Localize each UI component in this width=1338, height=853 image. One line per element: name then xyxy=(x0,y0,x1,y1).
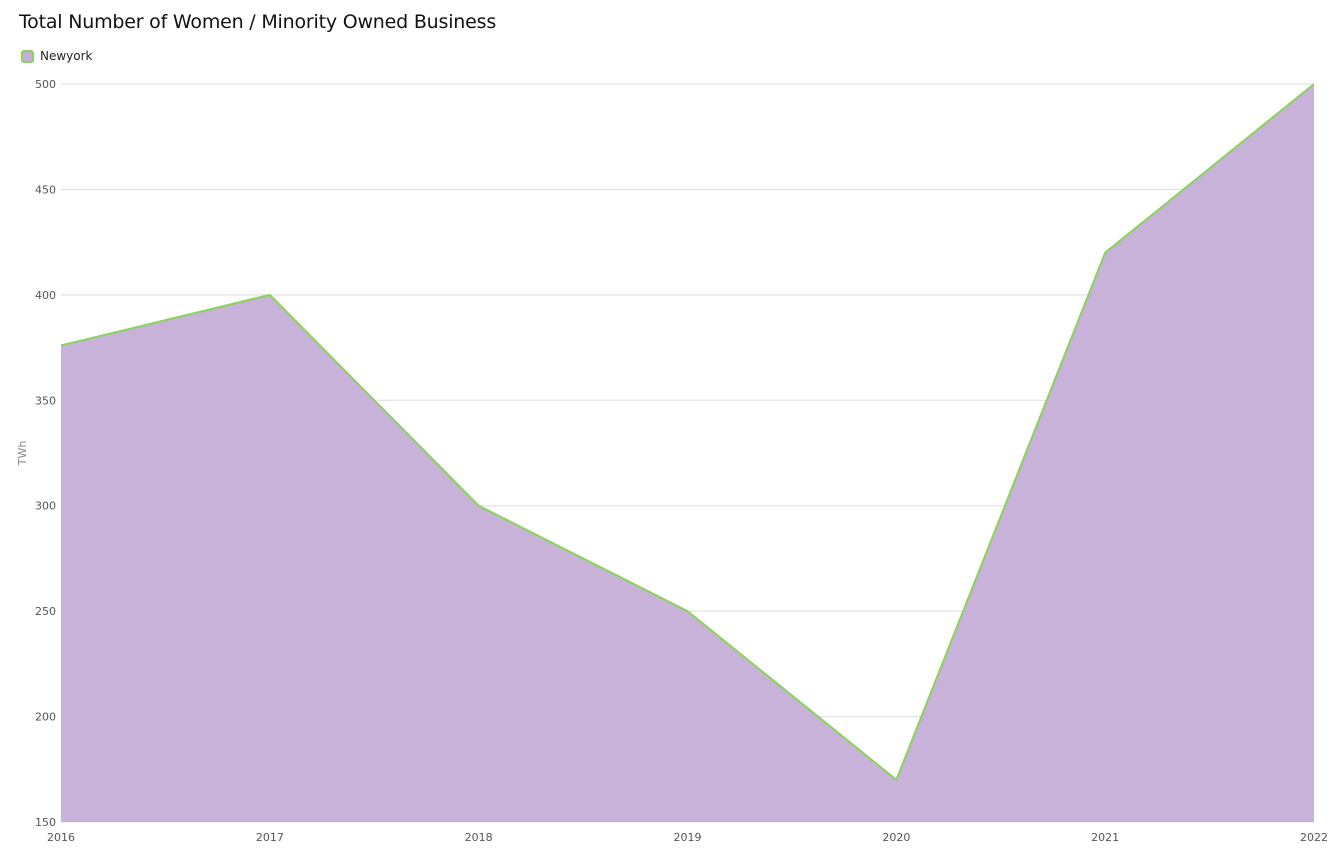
data-point-2020[interactable] xyxy=(893,777,899,783)
data-point-2021[interactable] xyxy=(1102,250,1108,256)
y-tick-label: 250 xyxy=(35,605,56,618)
data-point-2017[interactable] xyxy=(267,292,273,298)
y-axis-title: TWh xyxy=(16,441,29,467)
x-tick-label: 2020 xyxy=(882,831,910,844)
data-point-2022[interactable] xyxy=(1311,81,1317,87)
data-point-2016[interactable] xyxy=(58,342,64,348)
legend-label: Newyork xyxy=(40,49,93,63)
data-point-2019[interactable] xyxy=(685,608,691,614)
x-tick-label: 2018 xyxy=(465,831,493,844)
y-tick-labels: 150 200 250 300 350 400 450 500 xyxy=(35,78,56,829)
y-tick-label: 450 xyxy=(35,183,56,196)
data-point-2018[interactable] xyxy=(476,503,482,509)
y-tick-label: 400 xyxy=(35,289,56,302)
y-tick-label: 300 xyxy=(35,500,56,513)
y-tick-label: 150 xyxy=(35,816,56,829)
x-tick-label: 2016 xyxy=(47,831,75,844)
x-tick-label: 2022 xyxy=(1300,831,1328,844)
x-tick-labels: 2016 2017 2018 2019 2020 2021 2022 xyxy=(47,831,1328,844)
chart-title: Total Number of Women / Minority Owned B… xyxy=(19,11,497,33)
series-line-newyork[interactable] xyxy=(60,83,1315,781)
x-tick-label: 2021 xyxy=(1091,831,1119,844)
legend[interactable]: Newyork xyxy=(21,49,93,63)
series-layer xyxy=(58,81,1317,822)
series-area-newyork[interactable] xyxy=(61,84,1314,822)
x-tick-label: 2017 xyxy=(256,831,284,844)
y-tick-label: 200 xyxy=(35,711,56,724)
legend-swatch xyxy=(21,49,34,63)
y-tick-label: 500 xyxy=(35,78,56,91)
y-tick-label: 350 xyxy=(35,394,56,407)
x-tick-label: 2019 xyxy=(674,831,702,844)
